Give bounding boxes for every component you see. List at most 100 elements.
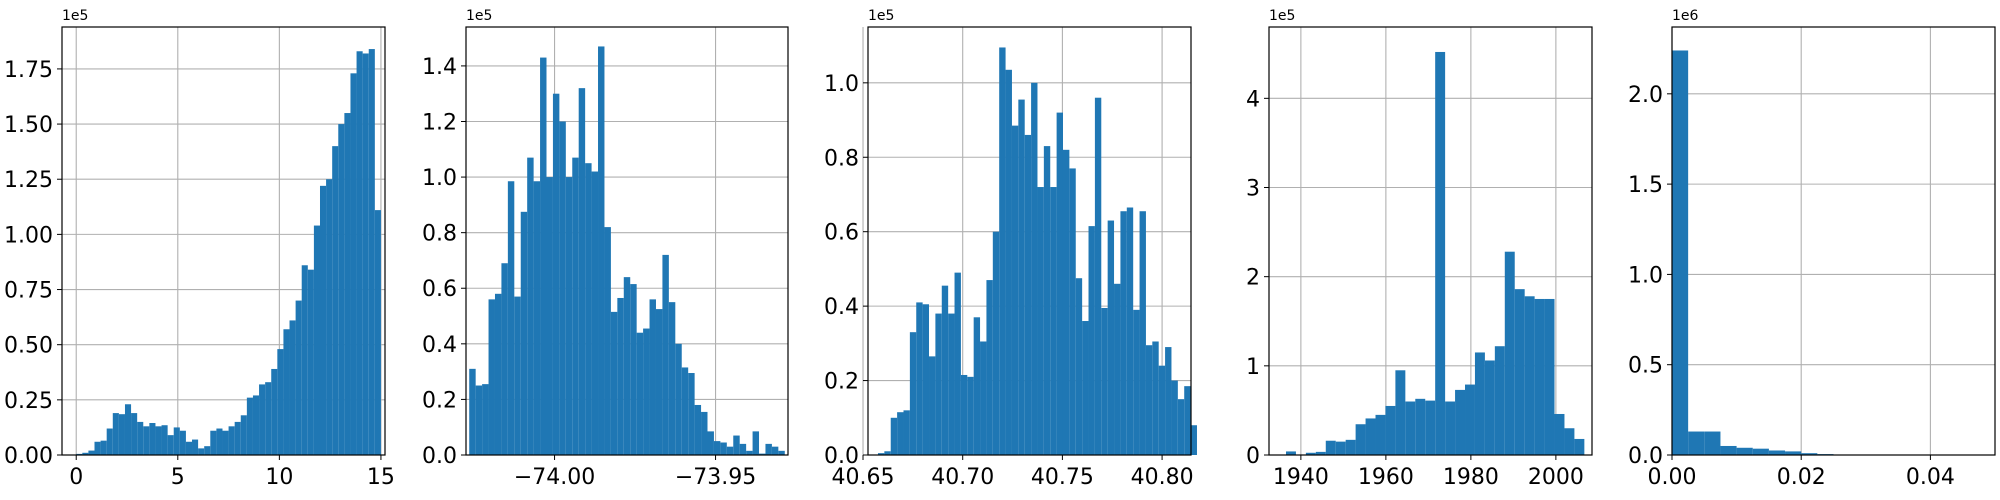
histogram-bar bbox=[1094, 97, 1102, 455]
histogram-bar bbox=[1574, 438, 1585, 455]
y-tick-label: 0.0 bbox=[422, 444, 457, 469]
x-tick-label: 40.65 bbox=[832, 465, 895, 490]
histogram-panel-2: −74.00 −73.95 0.0 0.2 0.4 0.6 0.8 1.0 1.2 1.4 1e5 bbox=[422, 8, 789, 490]
y-tick-label: 0.25 bbox=[4, 389, 53, 414]
histogram-bar bbox=[313, 225, 320, 455]
axes-frame bbox=[867, 26, 1192, 456]
x-tick-label: 2000 bbox=[1528, 465, 1584, 490]
y-tick-label: 4 bbox=[1246, 87, 1260, 112]
x-tick-label: 5 bbox=[171, 465, 185, 490]
histogram-bar bbox=[307, 269, 314, 455]
histogram-panel-3: 40.65 40.70 40.75 40.80 0.0 0.2 0.4 0.6 0.8 1.0 1e… bbox=[824, 8, 1197, 490]
histogram-bar bbox=[585, 163, 592, 455]
histogram-bar bbox=[1082, 321, 1089, 455]
y-tick-label: 2.0 bbox=[1628, 83, 1663, 108]
histogram-bar bbox=[271, 368, 278, 455]
histogram-bar bbox=[1315, 451, 1326, 455]
histogram-bar bbox=[1455, 389, 1466, 455]
y-tick-label: 1.0 bbox=[824, 72, 859, 97]
histogram-bar bbox=[668, 302, 676, 455]
y-tick-label: 0.2 bbox=[422, 388, 457, 413]
x-tick-label: 40.75 bbox=[1031, 465, 1094, 490]
histogram-panel-1: 0 5 10 15 0.00 0.25 0.50 0.75 1.00 1.25 1.50 1.75 1e… bbox=[4, 8, 395, 490]
y-tick-label: 0.4 bbox=[422, 333, 457, 358]
histogram-bar bbox=[252, 395, 260, 455]
histogram-bar bbox=[643, 328, 650, 455]
histogram-bar bbox=[1425, 400, 1436, 455]
histogram-bar bbox=[726, 446, 734, 455]
histogram-bar bbox=[655, 309, 663, 455]
histogram-bar bbox=[1056, 112, 1063, 455]
histogram-bar bbox=[1037, 187, 1044, 455]
histogram-bar bbox=[1171, 380, 1178, 455]
y-tick-label: 3 bbox=[1246, 177, 1260, 202]
histogram-bar bbox=[1688, 431, 1705, 455]
histogram-bar bbox=[752, 431, 760, 455]
histogram-bar bbox=[954, 272, 961, 455]
histogram-bar bbox=[617, 297, 624, 455]
histogram-bar bbox=[1768, 450, 1786, 455]
histogram-bar bbox=[527, 157, 534, 455]
histogram-bar bbox=[1385, 405, 1396, 455]
histogram-bar bbox=[929, 356, 936, 455]
histogram-bar bbox=[980, 341, 987, 455]
histogram-panel-5: 0.00 0.02 0.04 0.0 0.5 1.0 1.5 2.0 1e6 bbox=[1628, 8, 1996, 490]
x-tick-label: 15 bbox=[367, 465, 395, 490]
histogram-bar bbox=[1405, 401, 1416, 455]
axes-frame bbox=[61, 26, 386, 456]
histogram-bar bbox=[922, 304, 930, 455]
histogram-bar bbox=[469, 368, 476, 455]
histogram-bar bbox=[198, 448, 205, 455]
histogram-bar bbox=[185, 441, 193, 455]
histogram-bar bbox=[277, 349, 284, 455]
y-tick-label: 2 bbox=[1246, 266, 1260, 291]
histogram-bar bbox=[1355, 424, 1366, 455]
histogram-bar bbox=[986, 280, 993, 455]
histogram-bar bbox=[1345, 439, 1356, 455]
histogram-bar bbox=[1184, 386, 1191, 455]
histogram-bar bbox=[533, 181, 541, 455]
histogram-bar bbox=[733, 435, 740, 455]
histogram-bar bbox=[1305, 452, 1316, 455]
x-tick-label: 1980 bbox=[1443, 465, 1499, 490]
axis-offset-label: 1e5 bbox=[1269, 8, 1295, 24]
histogram-bar bbox=[960, 374, 968, 455]
histogram-bar bbox=[1435, 51, 1446, 455]
histogram-bar bbox=[1158, 365, 1166, 455]
histogram-bar bbox=[1107, 220, 1115, 455]
histogram-bar bbox=[701, 411, 708, 455]
histogram-bar bbox=[301, 265, 308, 455]
histogram-bar bbox=[1704, 431, 1721, 455]
histogram-bar bbox=[112, 413, 119, 455]
histogram-bar bbox=[1286, 451, 1296, 455]
histogram-bar bbox=[1752, 448, 1769, 455]
histogram-bar bbox=[482, 384, 489, 455]
histogram-panel-4: 1940 1960 1980 2000 0 1 2 3 4 1e5 bbox=[1246, 8, 1593, 490]
histogram-bar bbox=[967, 376, 974, 455]
histogram-bar bbox=[210, 430, 217, 455]
histogram-bar bbox=[204, 446, 211, 455]
axis-offset-label: 1e5 bbox=[62, 8, 88, 24]
histogram-bar bbox=[746, 450, 753, 455]
histogram-bar bbox=[935, 313, 942, 455]
histogram-bar bbox=[507, 181, 515, 455]
y-tick-label: 1.0 bbox=[1628, 263, 1663, 288]
histogram-bar bbox=[1514, 289, 1525, 455]
histogram-bar bbox=[1024, 134, 1032, 456]
histogram-bar bbox=[941, 285, 949, 455]
histogram-bar bbox=[1050, 187, 1057, 455]
histogram-bar bbox=[1165, 347, 1172, 455]
histogram-bar bbox=[1375, 414, 1386, 455]
x-tick-label: 1940 bbox=[1273, 465, 1329, 490]
histogram-bar bbox=[1133, 309, 1140, 455]
histogram-bar bbox=[246, 397, 253, 455]
histogram-bar bbox=[1395, 370, 1406, 455]
x-tick-label: 0 bbox=[69, 465, 83, 490]
histogram-bar bbox=[916, 302, 923, 455]
y-tick-label: 0.6 bbox=[824, 221, 859, 246]
histogram-bar bbox=[1554, 413, 1565, 455]
histogram-bar bbox=[897, 412, 904, 455]
histogram-bar bbox=[662, 254, 669, 455]
histogram-bar bbox=[1088, 226, 1095, 455]
histogram-bar bbox=[1504, 251, 1515, 455]
